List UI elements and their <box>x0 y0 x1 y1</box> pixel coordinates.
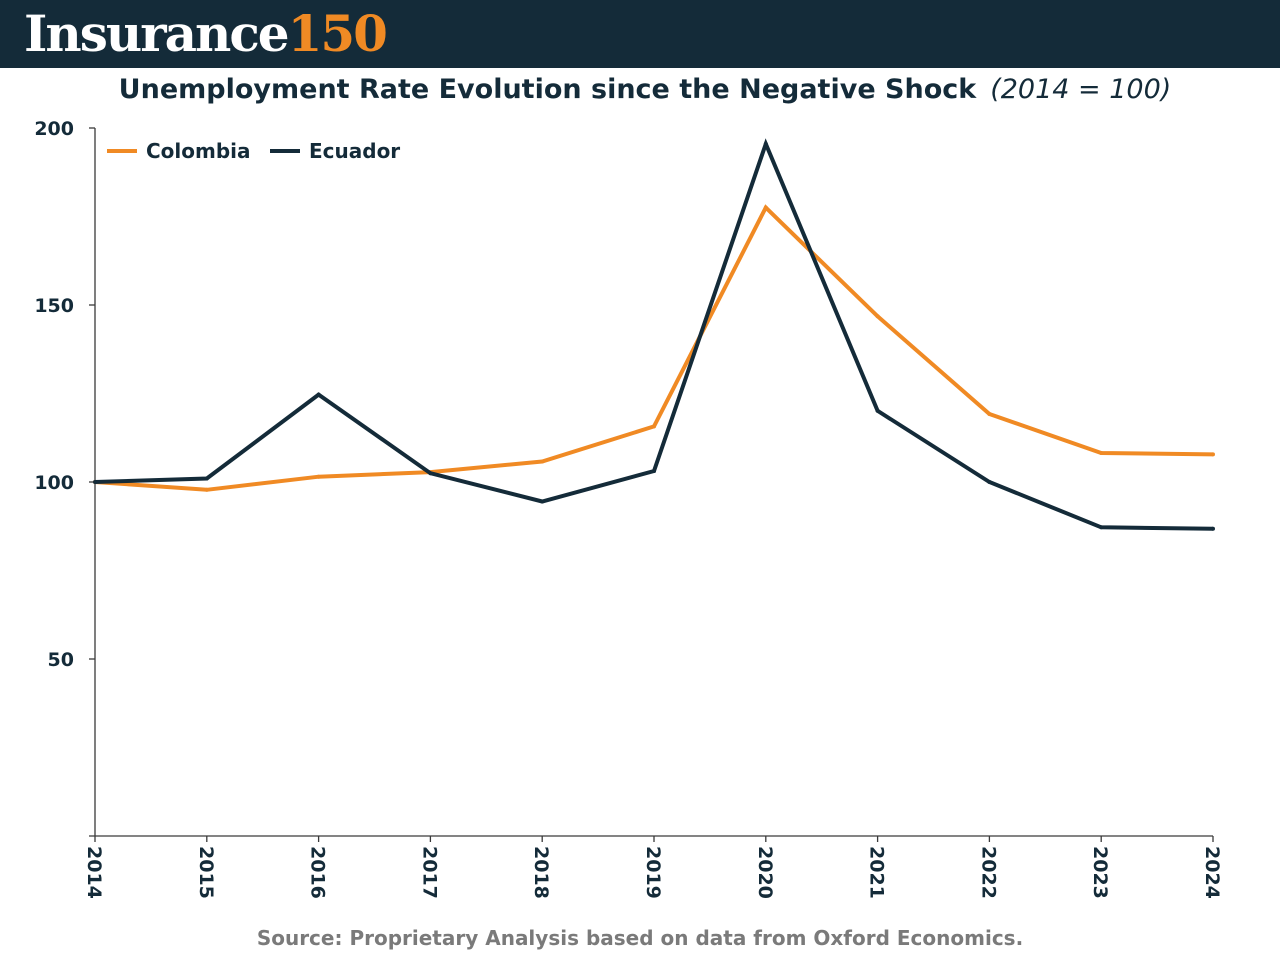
data-point-ecuador <box>204 476 209 481</box>
series-line-colombia <box>94 204 1214 492</box>
data-point-ecuador <box>1099 525 1104 530</box>
x-tick-label: 2021 <box>866 846 888 899</box>
x-tick-label: 2014 <box>83 846 105 899</box>
data-point-ecuador <box>93 480 97 484</box>
legend-label-colombia: Colombia <box>146 139 251 163</box>
logo-word: Insurance <box>24 4 290 63</box>
data-point-ecuador <box>316 392 321 397</box>
x-tick-label: 2016 <box>307 846 329 899</box>
chart-title-main: Unemployment Rate Evolution since the Ne… <box>118 74 977 105</box>
logo-number: 150 <box>287 4 388 63</box>
axes: 50 100 150 200 2014 2015 2016 2017 2018 2019 2020 2… <box>34 118 1223 899</box>
x-tick-label: 2023 <box>1089 846 1111 899</box>
x-tick-label: 2022 <box>977 846 999 899</box>
data-point-ecuador <box>428 471 433 476</box>
source-note: Source: Proprietary Analysis based on da… <box>256 926 1024 950</box>
data-point-ecuador <box>540 499 545 504</box>
y-tick-label: 50 <box>48 649 74 671</box>
data-point-ecuador <box>652 469 656 473</box>
legend: Colombia Ecuador <box>107 139 400 163</box>
chart-title: Unemployment Rate Evolution since the Ne… <box>0 74 1280 105</box>
data-point-colombia <box>1211 452 1215 457</box>
data-point-colombia <box>875 314 880 319</box>
brand-logo: Insurance150 <box>24 2 388 66</box>
y-tick-label: 100 <box>34 472 74 494</box>
data-point-colombia <box>763 205 768 210</box>
data-point-colombia <box>204 487 209 492</box>
data-point-colombia <box>652 424 656 429</box>
data-point-colombia <box>316 474 321 479</box>
x-tick-label: 2019 <box>642 846 664 899</box>
data-point-colombia <box>987 412 992 416</box>
y-tick-label: 150 <box>34 295 74 317</box>
chart-subtitle: (2014 = 100) <box>990 74 1172 105</box>
legend-label-ecuador: Ecuador <box>309 139 400 163</box>
data-point-ecuador <box>763 141 768 146</box>
data-point-ecuador <box>875 408 880 413</box>
data-point-ecuador <box>987 480 992 484</box>
y-tick-label: 200 <box>34 118 74 140</box>
data-point-colombia <box>1099 451 1104 455</box>
x-tick-label: 2024 <box>1201 846 1223 899</box>
x-tick-label: 2020 <box>754 846 776 899</box>
header-bar: Insurance150 <box>0 0 1280 68</box>
data-point-colombia <box>540 459 545 464</box>
x-tick-label: 2018 <box>530 846 552 899</box>
series-lines <box>93 138 1215 531</box>
data-point-ecuador <box>1211 526 1215 531</box>
x-tick-label: 2015 <box>195 846 217 899</box>
x-tick-label: 2017 <box>418 846 440 899</box>
